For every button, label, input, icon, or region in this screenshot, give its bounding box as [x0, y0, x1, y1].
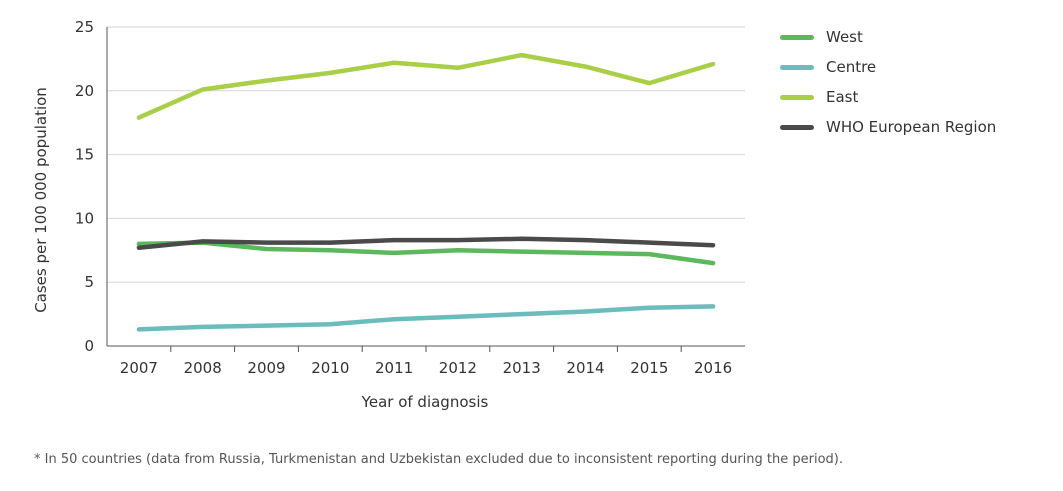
legend-swatch: [780, 64, 814, 70]
x-tick-label: 2016: [694, 359, 732, 377]
series-lines: [136, 52, 716, 332]
axes: [106, 27, 745, 352]
x-tick-label: 2010: [311, 359, 349, 377]
legend-swatch: [780, 94, 814, 100]
x-tick-label: 2011: [375, 359, 413, 377]
series-line-east: [136, 52, 716, 120]
legend-item-who-european-region: WHO European Region: [780, 112, 996, 142]
y-tick-label: 25: [75, 18, 94, 36]
legend: West Centre East WHO European Region: [780, 22, 996, 142]
series-line-west: [136, 240, 716, 266]
x-tick-labels: 2007 2008 2009 2010 2011 2012 2013 2014 2015 2016: [120, 359, 732, 377]
legend-label: East: [826, 88, 859, 106]
x-tick-label: 2008: [184, 359, 222, 377]
x-tick-label: 2009: [247, 359, 285, 377]
y-tick-labels: 0 5 10 15 20 25: [75, 18, 94, 355]
x-tick-label: 2007: [120, 359, 158, 377]
footnote: * In 50 countries (data from Russia, Tur…: [34, 452, 844, 467]
y-tick-label: 10: [75, 209, 94, 227]
x-tick-label: 2015: [630, 359, 668, 377]
legend-swatch: [780, 34, 814, 40]
legend-label: WHO European Region: [826, 118, 997, 136]
legend-item-west: West: [780, 22, 996, 52]
y-axis-title: Cases per 100 000 population: [32, 87, 50, 313]
y-tick-label: 5: [84, 273, 94, 291]
gridlines: [107, 26, 745, 283]
legend-label: West: [826, 28, 863, 46]
legend-item-centre: Centre: [780, 52, 996, 82]
x-tick-label: 2014: [566, 359, 604, 377]
x-axis-title: Year of diagnosis: [361, 393, 489, 411]
y-tick-label: 0: [84, 337, 94, 355]
x-tick-label: 2012: [439, 359, 477, 377]
series-line-centre: [136, 304, 716, 332]
y-tick-label: 15: [75, 146, 94, 164]
series-line-who-european-region: [136, 236, 716, 250]
x-tick-label: 2013: [503, 359, 541, 377]
y-tick-label: 20: [75, 82, 94, 100]
legend-item-east: East: [780, 82, 996, 112]
legend-swatch: [780, 124, 814, 130]
legend-label: Centre: [826, 58, 877, 76]
